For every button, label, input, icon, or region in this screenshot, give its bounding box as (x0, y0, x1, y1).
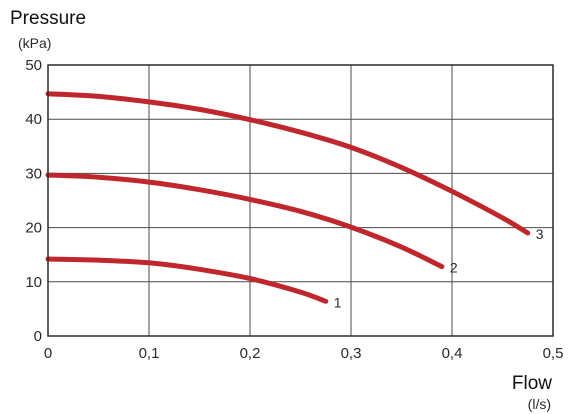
x-tick-label: 0,5 (543, 345, 564, 362)
plot-frame (47, 64, 554, 337)
y-tick-label: 20 (25, 220, 42, 237)
series-label-2: 2 (450, 260, 458, 276)
y-tick-label: 50 (25, 57, 42, 74)
series-line-1 (45, 256, 329, 304)
y-tick-label: 30 (25, 165, 42, 182)
series-label-1: 1 (334, 294, 342, 310)
series-line-2 (45, 172, 445, 270)
x-axis-title: Flow (512, 373, 552, 394)
x-tick-label: 0,3 (341, 345, 362, 362)
y-axis-unit: (kPa) (18, 35, 51, 51)
y-tick-label: 10 (25, 274, 42, 291)
series-layer: 1 2 3 (45, 91, 544, 310)
x-axis-unit: (l/s) (528, 396, 551, 412)
grid-layer (47, 64, 554, 337)
x-tick-label: 0,1 (139, 345, 160, 362)
series-line-3 (45, 91, 531, 236)
series-label-3: 3 (536, 226, 544, 242)
x-tick-label: 0 (44, 345, 52, 362)
x-tick-label: 0,2 (240, 345, 261, 362)
x-tick-label: 0,4 (442, 345, 463, 362)
tick-layer: 0 0,1 0,2 0,3 0,4 0,5 0 10 20 30 40 50 (25, 57, 563, 362)
y-tick-label: 0 (34, 328, 42, 345)
y-axis-title: Pressure (10, 8, 86, 29)
y-tick-label: 40 (25, 111, 42, 128)
